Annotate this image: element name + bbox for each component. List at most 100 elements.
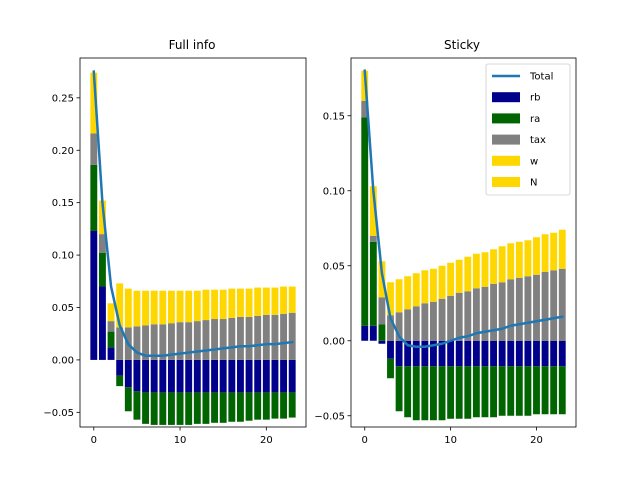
bar-rb-21 bbox=[541, 340, 549, 367]
bar-rb-8 bbox=[159, 359, 167, 393]
bar-tax-16 bbox=[228, 317, 236, 360]
y-axis: −0.05 0.00 0.05 0.10 0.15 bbox=[314, 111, 351, 422]
bar-w-9 bbox=[167, 290, 175, 324]
bar-rb-23 bbox=[558, 340, 566, 367]
bar-ra-19 bbox=[524, 366, 532, 416]
legend-item-n: N bbox=[492, 177, 537, 189]
y-tick-label: −0.05 bbox=[43, 408, 74, 419]
bar-w-9 bbox=[438, 265, 446, 299]
bar-tax-22 bbox=[280, 313, 288, 360]
bar-rb-6 bbox=[412, 340, 420, 367]
bar-rb-20 bbox=[533, 340, 540, 367]
bar-rb-11 bbox=[185, 359, 193, 393]
legend-label: w bbox=[530, 156, 538, 167]
bar-rb-1 bbox=[98, 286, 106, 360]
y-tick-label: 0.20 bbox=[52, 146, 74, 157]
bar-tax-23 bbox=[288, 312, 296, 360]
bar-w-21 bbox=[271, 287, 279, 315]
bar-rb-2 bbox=[378, 340, 386, 344]
bar-w-23 bbox=[288, 286, 296, 313]
bar-tax-14 bbox=[211, 319, 219, 360]
bar-rb-20 bbox=[262, 359, 270, 393]
bar-ra-0 bbox=[361, 117, 369, 326]
bar-w-18 bbox=[245, 288, 253, 317]
bar-w-2 bbox=[107, 303, 115, 322]
bar-w-13 bbox=[472, 253, 480, 289]
bar-w-7 bbox=[150, 290, 158, 325]
bar-ra-21 bbox=[271, 392, 279, 419]
y-tick-label: 0.10 bbox=[52, 251, 74, 262]
bar-ra-2 bbox=[107, 331, 115, 348]
bar-tax-14 bbox=[481, 286, 489, 341]
bar-w-17 bbox=[236, 288, 244, 317]
bar-ra-15 bbox=[490, 366, 497, 418]
bar-w-19 bbox=[524, 240, 532, 277]
bar-ra-1 bbox=[98, 252, 106, 287]
bar-w-21 bbox=[541, 234, 549, 272]
bar-w-22 bbox=[550, 232, 558, 271]
bar-rb-3 bbox=[116, 359, 124, 376]
bar-tax-10 bbox=[176, 322, 184, 360]
bar-rb-2 bbox=[107, 347, 115, 360]
y-tick-label: 0.00 bbox=[52, 355, 74, 366]
bar-w-8 bbox=[430, 268, 437, 302]
x-axis: 0 10 20 bbox=[362, 427, 543, 446]
y-tick-label: 0.15 bbox=[323, 111, 345, 122]
bar-tax-13 bbox=[202, 320, 210, 360]
x-tick-label: 0 bbox=[362, 435, 368, 446]
bar-tax-2 bbox=[378, 297, 386, 325]
bar-w-11 bbox=[455, 259, 463, 293]
bar-w-3 bbox=[387, 282, 394, 316]
legend-swatch bbox=[492, 177, 520, 187]
bar-ra-2 bbox=[378, 324, 386, 341]
legend-label: ra bbox=[530, 114, 540, 125]
bar-tax-8 bbox=[430, 301, 437, 341]
bar-w-10 bbox=[176, 290, 184, 323]
bar-w-10 bbox=[447, 262, 455, 296]
bar-ra-8 bbox=[159, 392, 167, 425]
bar-rb-15 bbox=[219, 359, 227, 393]
legend-label: tax bbox=[530, 135, 546, 146]
y-tick-label: 0.10 bbox=[323, 186, 345, 197]
bar-ra-21 bbox=[541, 366, 549, 415]
bar-tax-21 bbox=[271, 314, 279, 360]
bar-rb-14 bbox=[211, 359, 219, 393]
bar-ra-9 bbox=[167, 392, 175, 425]
bar-rb-19 bbox=[254, 359, 262, 393]
bar-tax-3 bbox=[116, 327, 124, 360]
bar-w-12 bbox=[193, 290, 201, 322]
bar-tax-8 bbox=[159, 324, 167, 360]
bar-tax-20 bbox=[262, 314, 270, 360]
bar-ra-10 bbox=[176, 392, 184, 425]
bar-tax-22 bbox=[550, 270, 558, 341]
bar-tax-23 bbox=[558, 268, 566, 341]
bar-ra-17 bbox=[236, 392, 244, 422]
y-tick-label: 0.05 bbox=[52, 303, 74, 314]
bar-w-7 bbox=[421, 270, 429, 304]
bar-w-17 bbox=[507, 243, 515, 280]
bar-rb-16 bbox=[228, 359, 236, 393]
bar-ra-6 bbox=[142, 392, 150, 424]
legend-box bbox=[485, 63, 571, 196]
bar-tax-18 bbox=[245, 316, 253, 360]
bar-ra-23 bbox=[288, 392, 296, 418]
bar-w-22 bbox=[280, 286, 288, 314]
bar-tax-11 bbox=[185, 322, 193, 360]
bar-tax-6 bbox=[142, 325, 150, 360]
x-axis: 0 10 20 bbox=[91, 427, 273, 446]
bar-rb-4 bbox=[395, 340, 403, 367]
bar-w-5 bbox=[133, 290, 141, 327]
axes-frame bbox=[350, 57, 577, 428]
bar-w-19 bbox=[254, 287, 262, 316]
legend-label: Total bbox=[529, 72, 553, 83]
bar-rb-10 bbox=[176, 359, 184, 393]
bar-tax-19 bbox=[254, 315, 262, 360]
bar-ra-8 bbox=[430, 366, 437, 421]
bar-ra-4 bbox=[124, 387, 132, 412]
bar-tax-4 bbox=[395, 312, 403, 341]
bar-rb-3 bbox=[387, 340, 394, 359]
x-tick-label: 10 bbox=[444, 435, 457, 446]
bar-ra-6 bbox=[412, 366, 420, 421]
bar-rb-0 bbox=[90, 230, 98, 360]
bar-rb-13 bbox=[472, 340, 480, 367]
